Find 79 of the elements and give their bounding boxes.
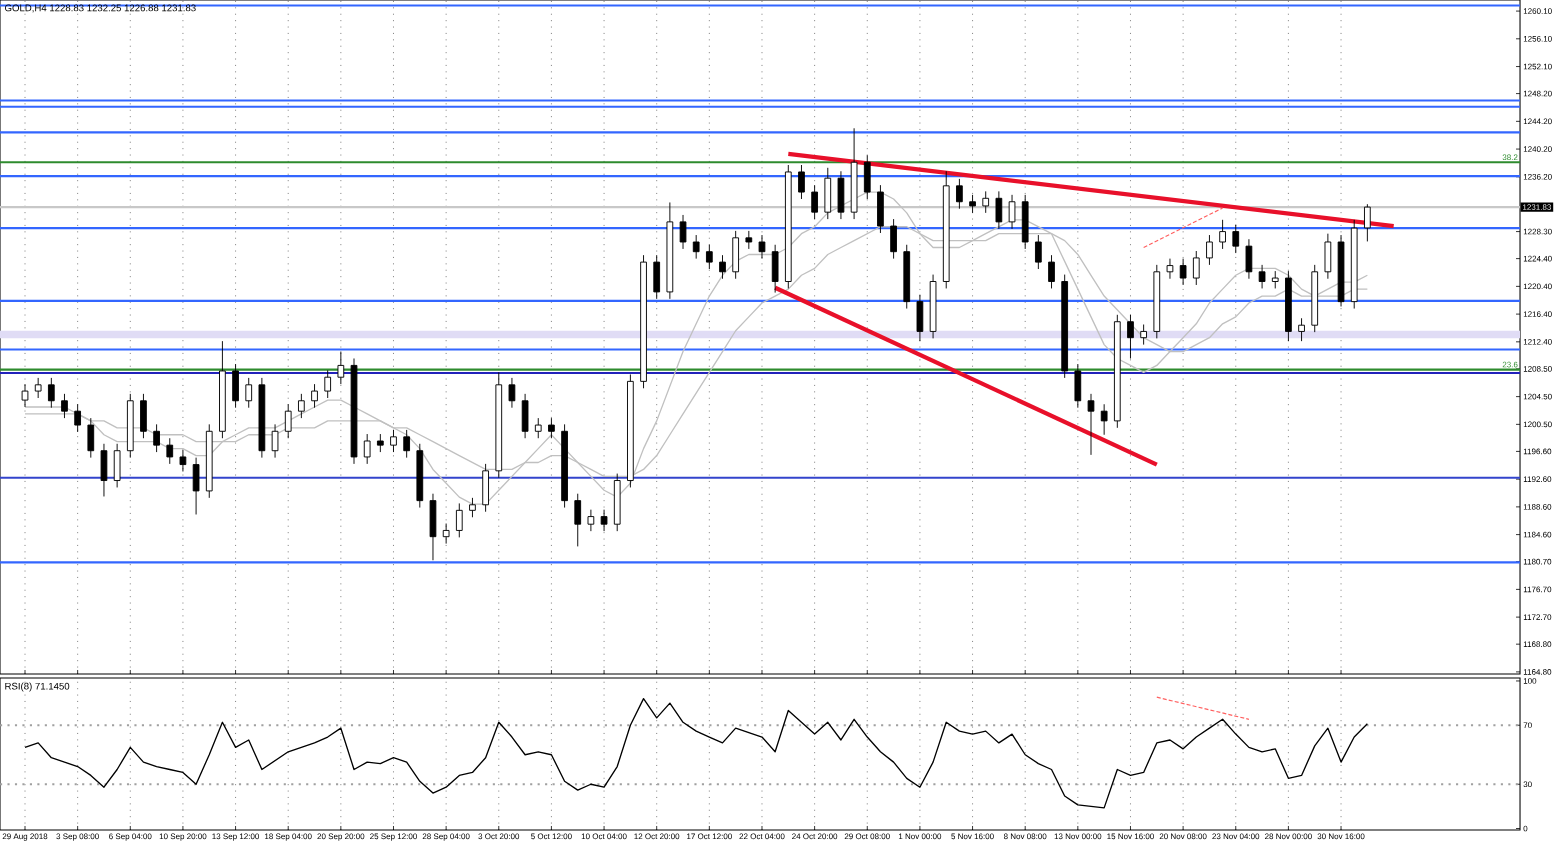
candlestick [166, 437, 174, 465]
candlestick [1034, 234, 1042, 270]
candlestick [705, 244, 713, 270]
candlestick [1245, 238, 1253, 280]
candlestick [442, 523, 450, 545]
candlestick [1258, 264, 1266, 289]
candlestick [34, 377, 42, 399]
candlestick [429, 493, 437, 561]
candlestick [758, 234, 766, 260]
candlestick [798, 164, 805, 200]
candlestick [232, 363, 239, 409]
candlestick [745, 230, 753, 250]
candlestick [613, 473, 621, 532]
candlestick [87, 417, 95, 459]
candlestick [153, 423, 160, 453]
candlestick [837, 170, 845, 220]
candlestick [1048, 254, 1055, 289]
candlestick [732, 230, 740, 280]
candlestick [61, 393, 68, 419]
candlestick [1021, 194, 1029, 250]
candlestick [548, 417, 555, 439]
candlestick [1166, 258, 1174, 280]
candlestick [508, 377, 516, 409]
candlestick [574, 493, 582, 547]
candlestick [969, 194, 976, 214]
candlestick [47, 377, 55, 409]
candlestick [1324, 233, 1332, 280]
candlestick [21, 383, 29, 408]
candlestick [692, 234, 700, 260]
candlestick [653, 254, 661, 300]
candlestick [916, 294, 924, 342]
candlestick [534, 417, 542, 439]
candlestick [311, 383, 318, 409]
candlestick [1087, 393, 1095, 456]
candlestick [100, 443, 108, 497]
candlestick [1179, 258, 1187, 286]
candlestick [324, 369, 332, 399]
candlestick [1140, 324, 1147, 346]
candlestick [113, 443, 121, 488]
candlestick [824, 167, 832, 220]
candlestick [469, 497, 476, 518]
candlestick [482, 463, 489, 513]
candlestick [140, 393, 147, 439]
candlestick [863, 154, 871, 200]
candlestick [390, 429, 397, 453]
candlestick [1298, 317, 1305, 342]
candlestick [587, 509, 595, 532]
candlestick [376, 433, 384, 453]
candlestick [600, 509, 608, 532]
candlestick [1192, 250, 1200, 286]
candlestick [521, 393, 529, 439]
candlestick [890, 218, 897, 260]
candlestick [1100, 403, 1108, 436]
candlestick [1232, 224, 1240, 254]
candlestick [995, 190, 1003, 230]
candlestick [1219, 219, 1226, 250]
candlestick [337, 351, 345, 385]
candlestick [298, 393, 305, 419]
candlestick [179, 449, 187, 472]
candlestick [679, 214, 687, 250]
candlestick [455, 502, 463, 538]
candlestick [245, 377, 253, 409]
candlestick [771, 244, 779, 294]
candlestick [403, 429, 411, 459]
candlestick [1008, 194, 1016, 230]
candlestick [982, 190, 990, 214]
candlestick [192, 457, 200, 515]
candlestick [1364, 203, 1371, 242]
candlestick [877, 184, 884, 234]
candlestick [719, 254, 726, 280]
candlestick [956, 178, 963, 210]
candlestick [74, 403, 82, 433]
candlestick [284, 403, 292, 439]
candlestick [1127, 314, 1134, 359]
candlestick [271, 423, 279, 459]
candlestick [363, 433, 371, 465]
candlestick [1206, 234, 1213, 266]
candlestick [1074, 363, 1082, 409]
candlestick [811, 184, 818, 220]
